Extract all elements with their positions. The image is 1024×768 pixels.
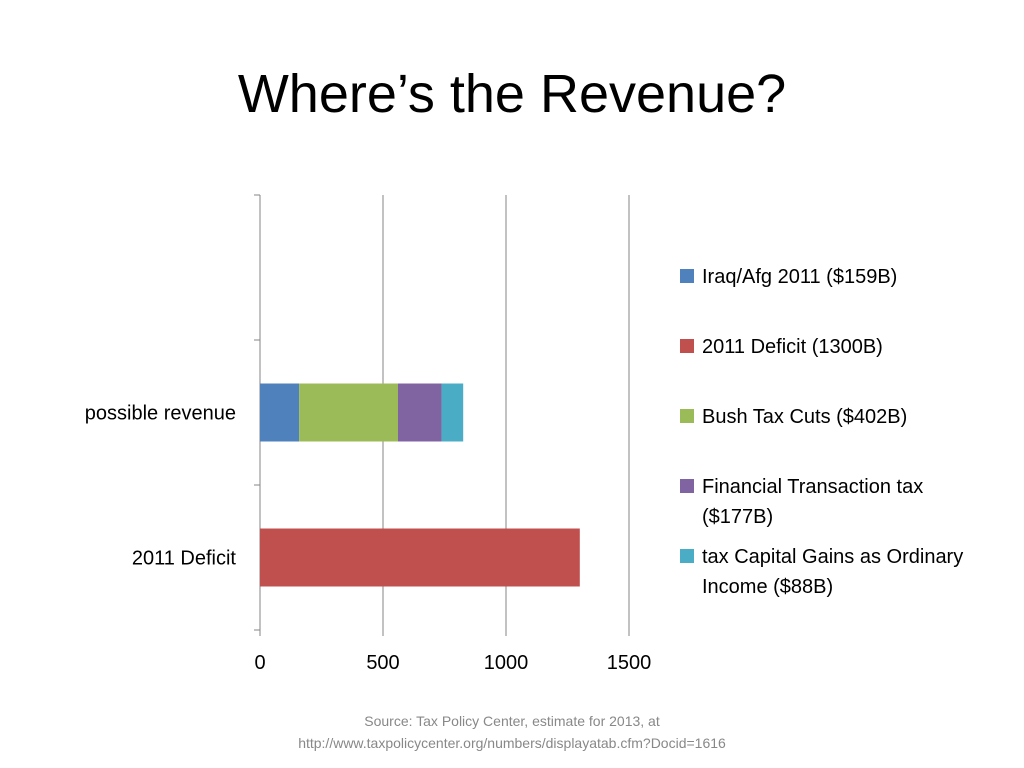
source-note: Source: Tax Policy Center, estimate for … <box>0 710 1024 754</box>
slide-title: Where’s the Revenue? <box>237 64 787 124</box>
category-label: 2011 Deficit <box>132 548 237 570</box>
legend-label: tax Capital Gains as Ordinary Income ($88… <box>702 546 963 598</box>
bar-segment <box>441 383 464 442</box>
bar-segment <box>299 383 399 442</box>
bar-segment <box>260 383 300 442</box>
source-line-1: Source: Tax Policy Center, estimate for … <box>364 713 660 729</box>
x-tick-label: 1000 <box>484 652 529 674</box>
bar-segment <box>398 383 442 442</box>
category-label: possible revenue <box>85 403 236 425</box>
x-tick-label: 0 <box>254 652 265 674</box>
legend-label: Financial Transaction tax ($177B) <box>702 476 923 528</box>
source-line-2: http://www.taxpolicycenter.org/numbers/d… <box>298 735 726 751</box>
x-tick-label: 500 <box>366 652 399 674</box>
legend-swatch <box>680 479 694 493</box>
legend-swatch <box>680 409 694 423</box>
legend-swatch <box>680 269 694 283</box>
legend-label: Bush Tax Cuts ($402B) <box>702 406 907 428</box>
x-tick-label: 1500 <box>607 652 652 674</box>
legend-label: Iraq/Afg 2011 ($159B) <box>702 266 897 288</box>
bar-segment <box>260 528 580 587</box>
legend-swatch <box>680 549 694 563</box>
legend-swatch <box>680 339 694 353</box>
legend-label: 2011 Deficit (1300B) <box>702 336 883 358</box>
